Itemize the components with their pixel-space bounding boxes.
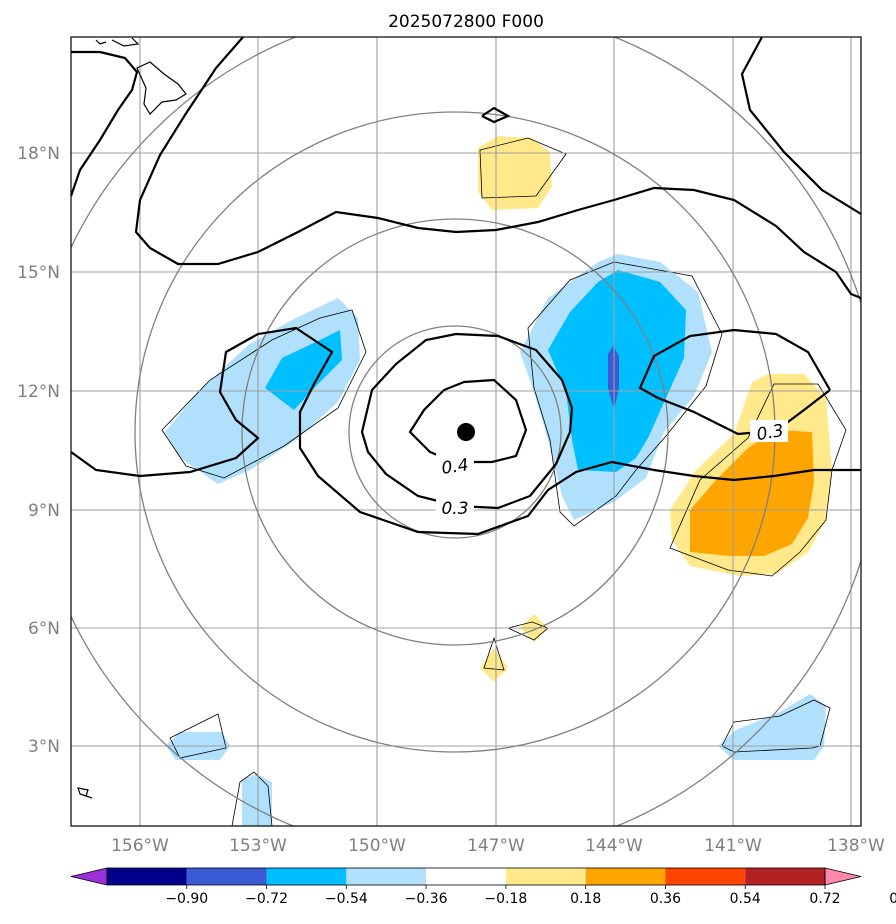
colorbar-tick-label: 0.18 [570, 891, 601, 907]
colorbar-extend-high [824, 867, 862, 886]
anomaly-blue-west [265, 330, 342, 410]
lon-label: 156°W [111, 836, 169, 856]
anomaly-orange-east [690, 430, 814, 556]
colorbar-extend-low [70, 867, 108, 886]
lat-label: 18°N [17, 144, 60, 164]
colorbar-tick-label: 0.72 [809, 891, 840, 907]
lon-label: 141°W [704, 836, 762, 856]
colorbar-tick-label: −0.36 [405, 891, 448, 907]
colorbar-swatch [665, 868, 746, 885]
lat-label: 3°N [28, 737, 60, 757]
colorbar-tick-label: 0.54 [730, 891, 761, 907]
longitude-labels: 156°W 153°W 150°W 147°W 144°W 141°W 138°… [111, 836, 885, 856]
colorbar: −0.90 −0.72 −0.54 −0.36 −0.18 0.18 0.36 0.54 0.7… [70, 867, 896, 907]
colorbar-tick-label: −0.18 [484, 891, 527, 907]
contour-label: 0.4 [440, 455, 470, 479]
lat-label: 12°N [17, 382, 60, 402]
colorbar-swatch [745, 868, 825, 885]
lon-label: 138°W [827, 836, 885, 856]
lon-label: 144°W [585, 836, 643, 856]
colorbar-swatch [585, 868, 666, 885]
colorbar-tick-label: −0.72 [245, 891, 288, 907]
anomaly-yellow-north [478, 136, 552, 210]
anomaly-yellow-small-b [480, 648, 508, 682]
colorbar-tick-label: 0.36 [650, 891, 681, 907]
colorbar-swatch [426, 868, 506, 885]
colorbar-swatch [186, 868, 267, 885]
graticule [71, 37, 861, 826]
colorbar-swatch [346, 868, 427, 885]
colorbar-swatch [266, 868, 347, 885]
latitude-labels: 18°N 15°N 12°N 9°N 6°N 3°N [17, 144, 60, 757]
lat-label: 15°N [17, 263, 60, 283]
colorbar-tick-label: −0.54 [325, 891, 368, 907]
lat-label: 6°N [28, 619, 60, 639]
colorbar-tick-label: 0.90 [889, 891, 896, 907]
lon-label: 153°W [229, 836, 287, 856]
anomaly-outlines [161, 137, 847, 826]
coastlines [77, 37, 187, 799]
lat-label: 9°N [28, 501, 60, 521]
colorbar-swatch [107, 868, 187, 885]
map-area: 0.4 0.3 0.3 [71, 37, 861, 826]
contour-label: 0.3 [755, 421, 785, 445]
contour-label: 0.3 [441, 499, 468, 519]
shaded-anomaly-regions [165, 136, 832, 826]
map-title: 2025072800 F000 [388, 12, 544, 32]
anomaly-lightblue-south [242, 774, 272, 826]
map-frame [70, 36, 862, 827]
contour-lines [71, 37, 861, 536]
colorbar-swatch [505, 868, 586, 885]
lon-label: 147°W [467, 836, 525, 856]
colorbar-tick-label: −0.90 [165, 891, 208, 907]
colorbar-frame [106, 867, 826, 886]
lon-label: 150°W [348, 836, 406, 856]
center-marker [457, 423, 475, 441]
